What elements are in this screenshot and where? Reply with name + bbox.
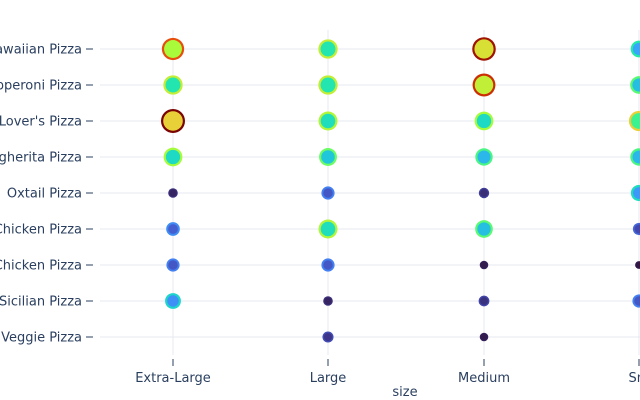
data-point bbox=[472, 73, 496, 97]
y-tick-label: Lover's Pizza bbox=[0, 115, 82, 130]
data-point bbox=[630, 184, 640, 202]
x-axis-title: size bbox=[392, 385, 417, 400]
gridlines bbox=[100, 30, 640, 355]
data-point bbox=[163, 147, 183, 167]
data-point bbox=[321, 258, 335, 272]
y-tick-label: Veggie Pizza bbox=[1, 331, 82, 346]
x-tick-label: Extra-Large bbox=[135, 371, 211, 386]
data-point bbox=[323, 296, 333, 306]
y-tick-label: Chicken Pizza bbox=[0, 223, 82, 238]
data-point bbox=[165, 293, 181, 309]
data-point bbox=[319, 148, 337, 166]
data-point bbox=[478, 187, 490, 199]
x-tick-label: Medium bbox=[458, 371, 510, 386]
data-point bbox=[630, 148, 640, 166]
data-point bbox=[628, 110, 640, 132]
data-point bbox=[475, 220, 493, 238]
data-point bbox=[318, 111, 338, 131]
data-point bbox=[475, 148, 493, 166]
y-tick-label: pperoni Pizza bbox=[0, 79, 82, 94]
x-axis-tick-labels: Extra-Large Large Medium Sm bbox=[135, 359, 640, 386]
data-point bbox=[321, 186, 335, 200]
data-point bbox=[474, 111, 494, 131]
x-tick-label: Sm bbox=[629, 371, 640, 386]
data-point bbox=[318, 75, 338, 95]
y-tick-label: Sicilian Pizza bbox=[0, 295, 82, 310]
data-point bbox=[635, 261, 640, 269]
y-tick-label: Chicken Pizza bbox=[0, 259, 82, 274]
data-point bbox=[161, 109, 185, 133]
data-point bbox=[322, 331, 334, 343]
y-axis-tick-labels: awaiian Pizza pperoni Pizza Lover's Pizza g… bbox=[0, 43, 93, 346]
data-point bbox=[318, 39, 338, 59]
data-point bbox=[479, 260, 489, 270]
data-point bbox=[632, 222, 640, 236]
data-point bbox=[472, 37, 496, 61]
y-tick-label: awaiian Pizza bbox=[0, 43, 82, 58]
y-tick-label: gherita Pizza bbox=[0, 151, 82, 166]
data-points bbox=[161, 37, 640, 343]
data-point bbox=[161, 37, 185, 61]
data-point bbox=[630, 40, 640, 58]
data-point bbox=[479, 332, 489, 342]
data-point bbox=[630, 76, 640, 94]
data-point bbox=[166, 258, 180, 272]
data-point bbox=[166, 222, 180, 236]
data-point bbox=[478, 295, 490, 307]
data-point bbox=[168, 188, 178, 198]
y-tick-label: Oxtail Pizza bbox=[7, 187, 82, 202]
data-point bbox=[632, 294, 640, 308]
data-point bbox=[163, 75, 183, 95]
data-point bbox=[318, 219, 338, 239]
x-tick-label: Large bbox=[310, 371, 347, 386]
